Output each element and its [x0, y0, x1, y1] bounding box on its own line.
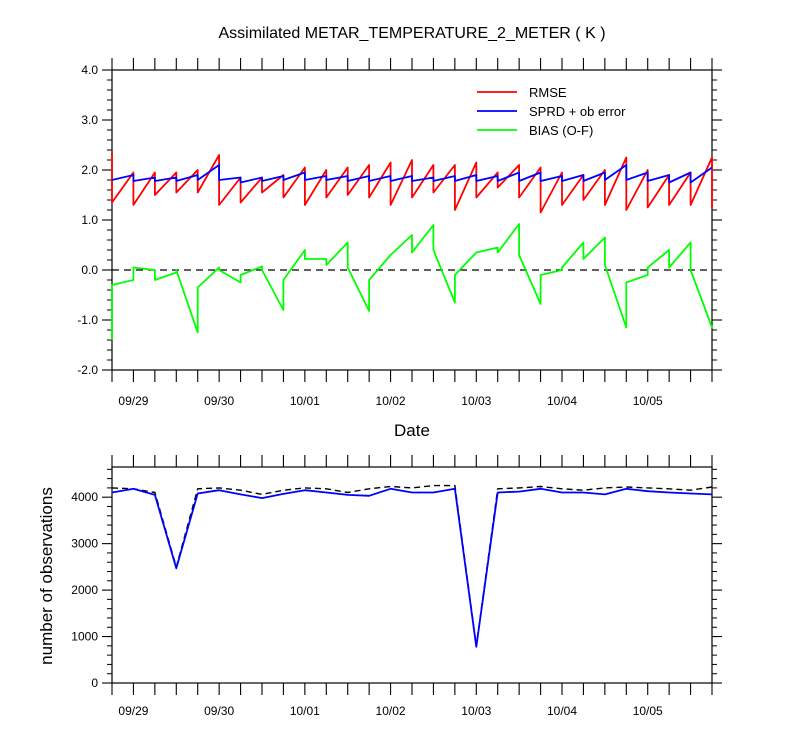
- x-tick-label: 10/01: [290, 394, 320, 408]
- series-line-rmse: [111, 152, 713, 214]
- x-tick-label: 10/05: [633, 394, 663, 408]
- x-tick-label: 10/05: [633, 704, 663, 718]
- x-tick-label: 10/02: [376, 704, 406, 718]
- y-tick-label: -2.0: [77, 363, 98, 377]
- y-tick-label: 4.0: [81, 63, 98, 77]
- x-tick-label: 10/02: [376, 394, 406, 408]
- x-tick-label: 09/30: [204, 394, 234, 408]
- top-chart: 09/29 09/30 10/01 10/02 10/03 10/04 10/05 -2.0 -…: [77, 58, 722, 408]
- bottom-plot-frame: [111, 466, 713, 684]
- top-x-axis-title: Date: [394, 421, 430, 440]
- bottom-chart: 09/29 09/30 10/01 10/02 10/03 10/04 10/05 0 1000…: [71, 455, 722, 718]
- y-tick-label: 2000: [71, 583, 98, 597]
- x-tick-label: 10/01: [290, 704, 320, 718]
- series-line-bias-o-f: [111, 223, 713, 340]
- y-tick-label: 0: [91, 676, 98, 690]
- series-line-sprd-ob-error: [111, 164, 713, 184]
- y-tick-label: 4000: [71, 490, 98, 504]
- x-tick-label: 09/30: [204, 704, 234, 718]
- legend-label: RMSE: [529, 85, 567, 100]
- series-line-assimilated-observations: [111, 487, 713, 648]
- bottom-y-axis-title: number of observations: [37, 487, 56, 665]
- x-tick-label: 10/03: [461, 394, 491, 408]
- legend-label: SPRD + ob error: [529, 104, 626, 119]
- y-tick-label: 3.0: [81, 113, 98, 127]
- x-tick-label: 10/03: [461, 704, 491, 718]
- legend-label: BIAS (O-F): [529, 123, 593, 138]
- y-tick-label: 3000: [71, 537, 98, 551]
- y-tick-label: -1.0: [77, 313, 98, 327]
- x-tick-label: 09/29: [118, 704, 148, 718]
- y-tick-label: 1000: [71, 630, 98, 644]
- x-tick-label: 10/04: [547, 704, 577, 718]
- y-tick-label: 1.0: [81, 213, 98, 227]
- y-tick-label: 0.0: [81, 263, 98, 277]
- x-tick-label: 09/29: [118, 394, 148, 408]
- series-line-possible-observations: [111, 484, 713, 647]
- chart-title: Assimilated METAR_TEMPERATURE_2_METER ( …: [218, 25, 605, 42]
- x-tick-label: 10/04: [547, 394, 577, 408]
- y-tick-label: 2.0: [81, 163, 98, 177]
